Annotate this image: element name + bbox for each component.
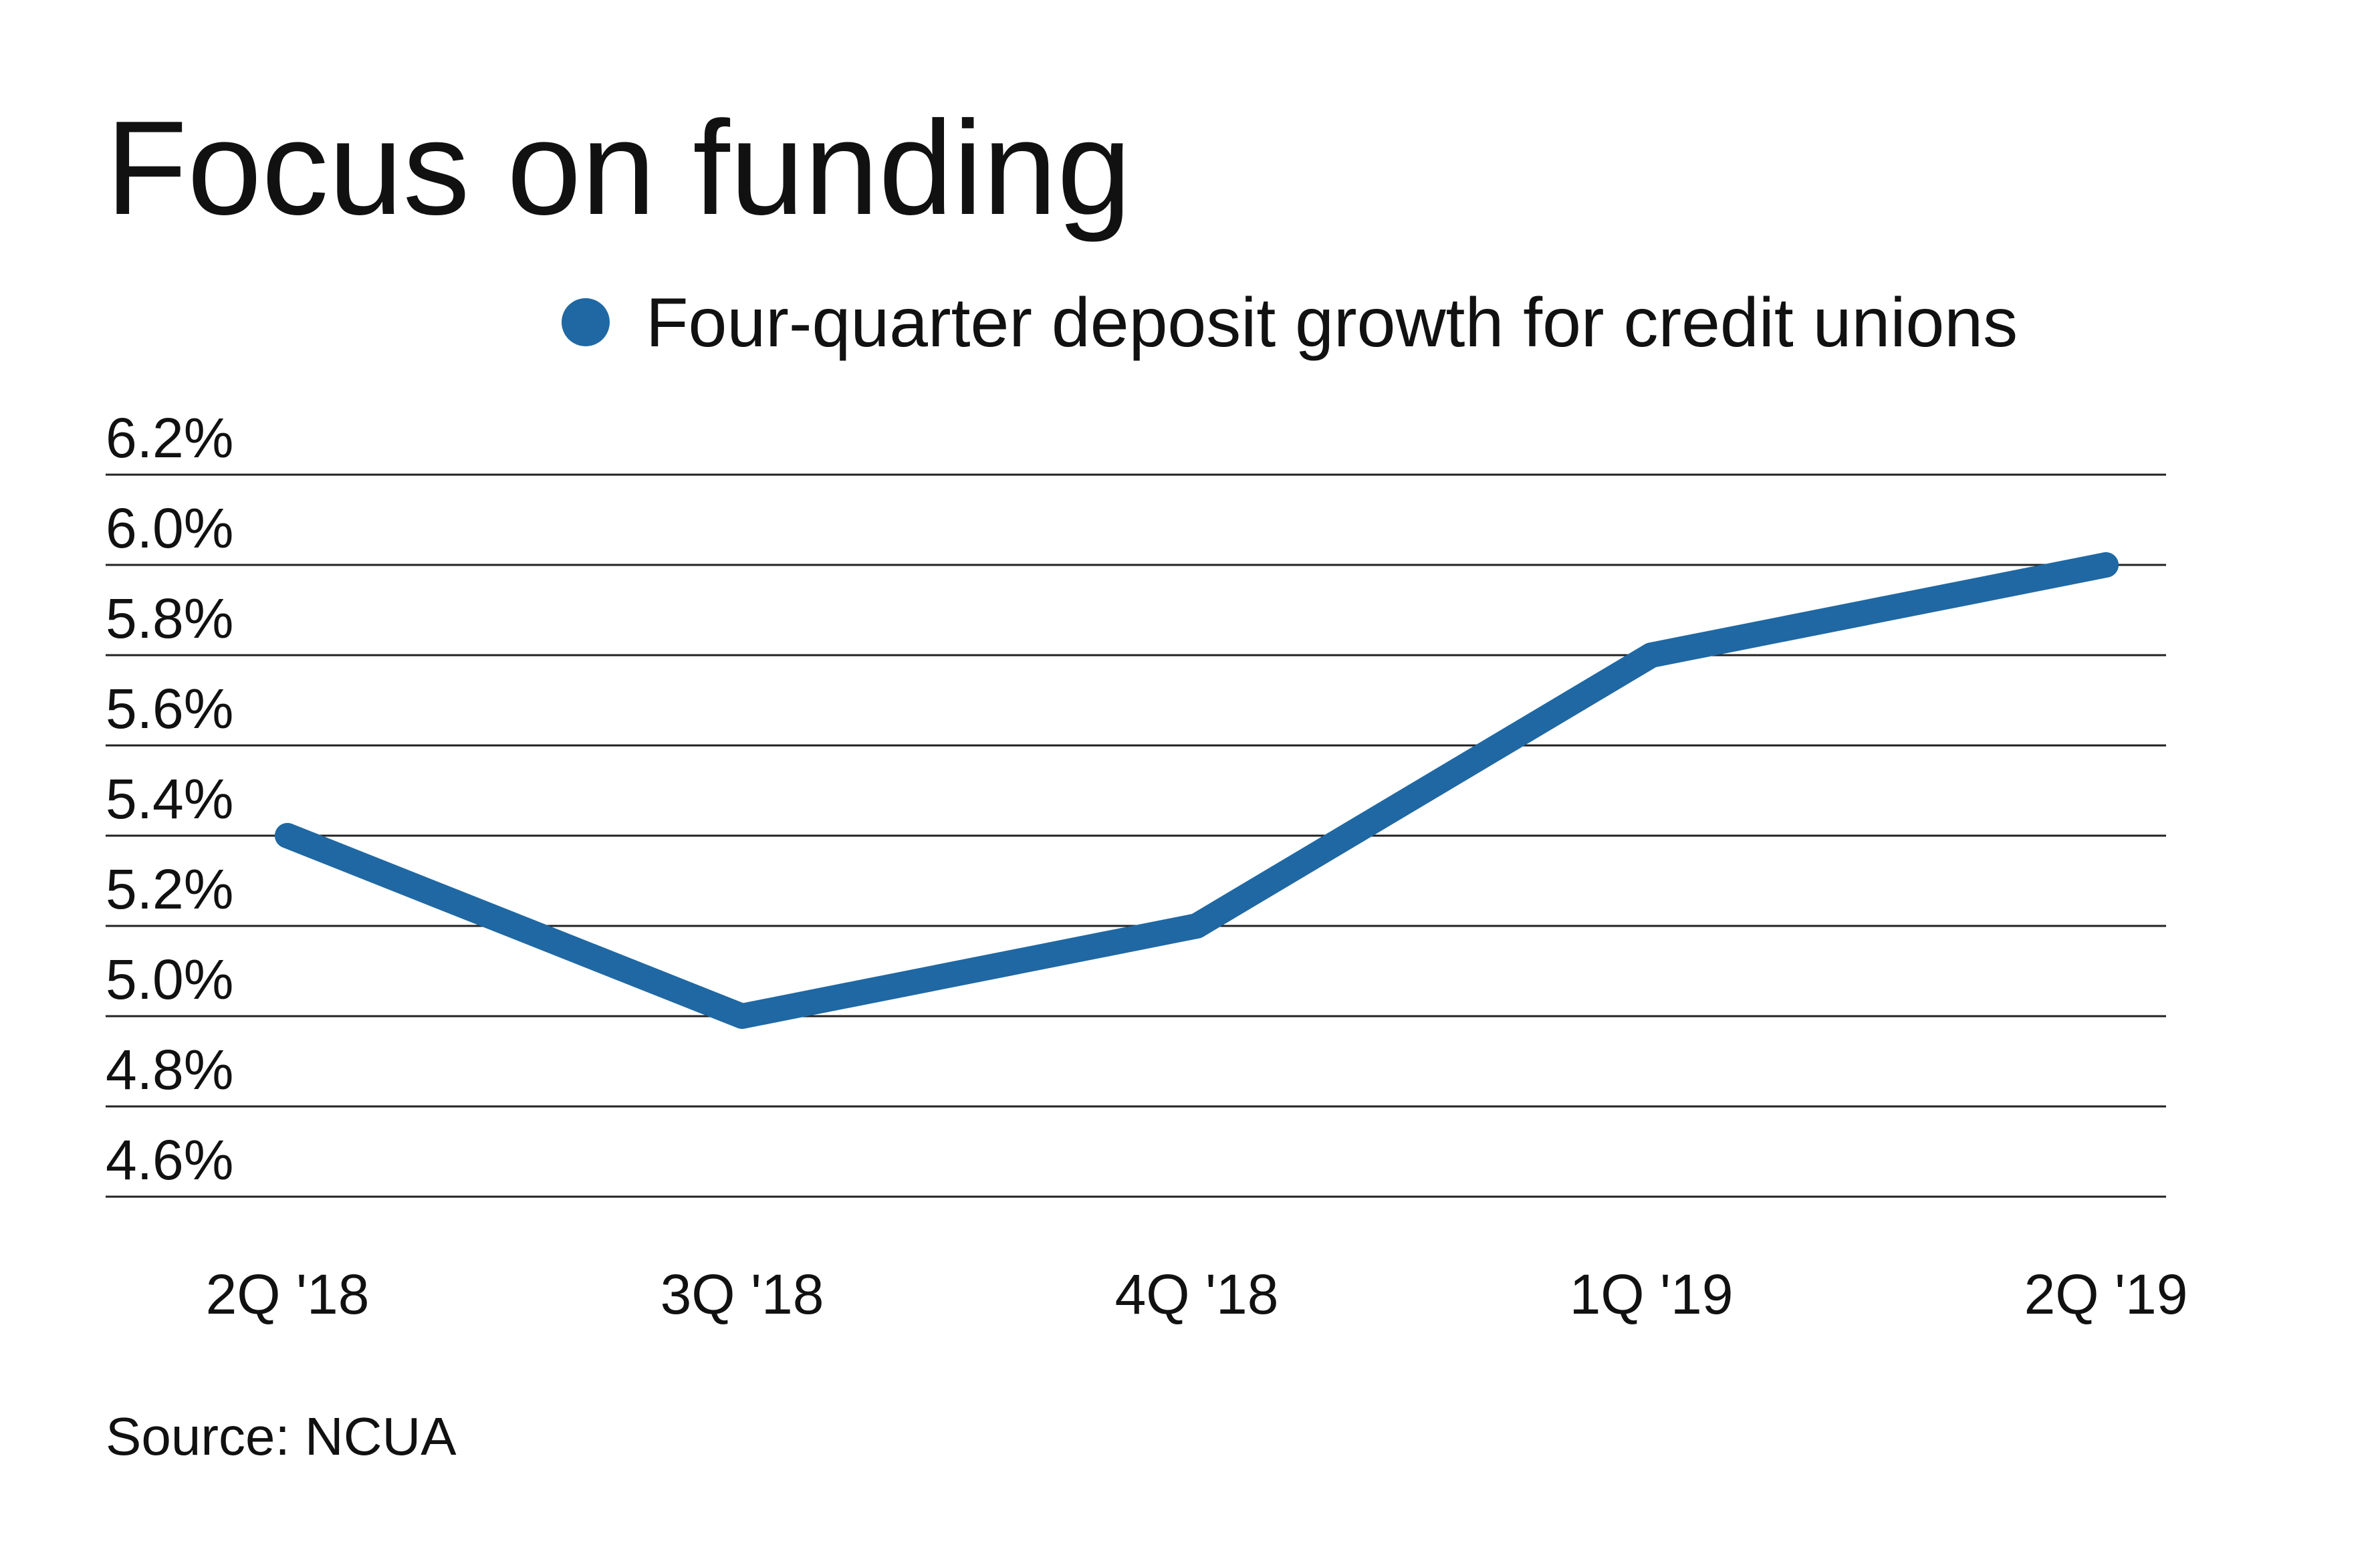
x-tick-label: 2Q '19 (2024, 1263, 2188, 1326)
series-line (275, 552, 2119, 1029)
data-point (1184, 913, 1209, 939)
gridlines (106, 473, 2166, 1198)
y-tick-label: 5.8% (106, 587, 233, 650)
data-point (2093, 552, 2119, 578)
x-axis-ticks: 2Q '18 3Q '18 4Q '18 1Q '19 2Q '19 (206, 1263, 2188, 1326)
legend-label: Four-quarter deposit growth for credit u… (646, 284, 2018, 362)
source-label: Source: NCUA (106, 1407, 457, 1466)
series-group (275, 552, 2119, 1029)
legend-marker (562, 298, 610, 346)
y-tick-label: 5.0% (106, 948, 233, 1011)
x-tick-label: 1Q '19 (1570, 1263, 1734, 1326)
y-tick-label: 4.8% (106, 1038, 233, 1101)
y-tick-label: 5.4% (106, 767, 233, 830)
data-point (1639, 642, 1664, 668)
y-tick-label: 5.2% (106, 858, 233, 921)
y-tick-label: 6.2% (106, 406, 233, 469)
data-point (275, 823, 300, 848)
y-tick-label: 5.6% (106, 677, 233, 740)
y-tick-label: 4.6% (106, 1128, 233, 1191)
data-point (729, 1003, 755, 1029)
x-tick-label: 3Q '18 (661, 1263, 824, 1326)
chart-title: Focus on funding (106, 94, 1131, 243)
y-axis-ticks: 6.2% 6.0% 5.8% 5.6% 5.4% 5.2% 5.0% 4.8% 4.6% (106, 406, 233, 1191)
x-tick-label: 2Q '18 (206, 1263, 370, 1326)
x-tick-label: 4Q '18 (1115, 1263, 1279, 1326)
y-tick-label: 6.0% (106, 497, 233, 560)
